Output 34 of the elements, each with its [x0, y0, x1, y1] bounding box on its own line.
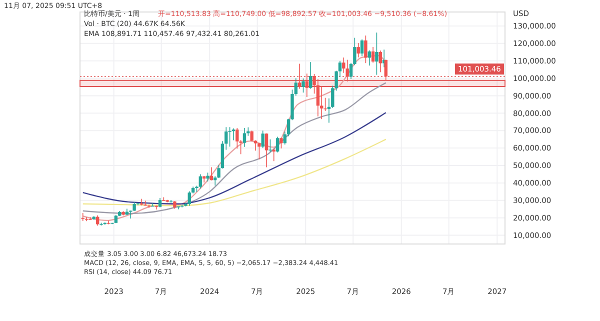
- candlestick: [228, 126, 232, 148]
- candlestick: [232, 128, 236, 141]
- candlestick: [276, 136, 280, 153]
- candlestick: [258, 142, 261, 160]
- candlestick: [268, 138, 272, 152]
- candlestick: [384, 59, 388, 81]
- candlestick: [188, 190, 191, 206]
- candlestick: [309, 62, 312, 90]
- candlestick: [272, 148, 276, 162]
- candlestick: [236, 128, 239, 149]
- candlestick: [375, 32, 378, 76]
- candlestick: [316, 78, 320, 117]
- candlestick: [264, 133, 268, 168]
- candlestick: [198, 174, 202, 189]
- candlestick: [378, 50, 382, 73]
- candlestick: [280, 137, 283, 149]
- candlestick: [261, 130, 264, 148]
- candlestick: [360, 38, 364, 57]
- candlestick: [356, 42, 360, 58]
- candlestick: [364, 35, 368, 64]
- candlestick: [81, 212, 84, 222]
- candlestick: [305, 73, 309, 98]
- candlestick: [371, 46, 375, 63]
- line-series: [82, 112, 386, 204]
- candlestick: [346, 59, 349, 82]
- line-series: [82, 138, 386, 206]
- candlestick: [158, 198, 162, 208]
- candlestick: [96, 214, 100, 226]
- candlestick: [242, 128, 246, 148]
- candlestick: [129, 210, 132, 219]
- candlestick: [368, 50, 371, 66]
- candlestick: [298, 63, 302, 90]
- candlestick: [302, 78, 305, 93]
- line-series: [82, 82, 386, 214]
